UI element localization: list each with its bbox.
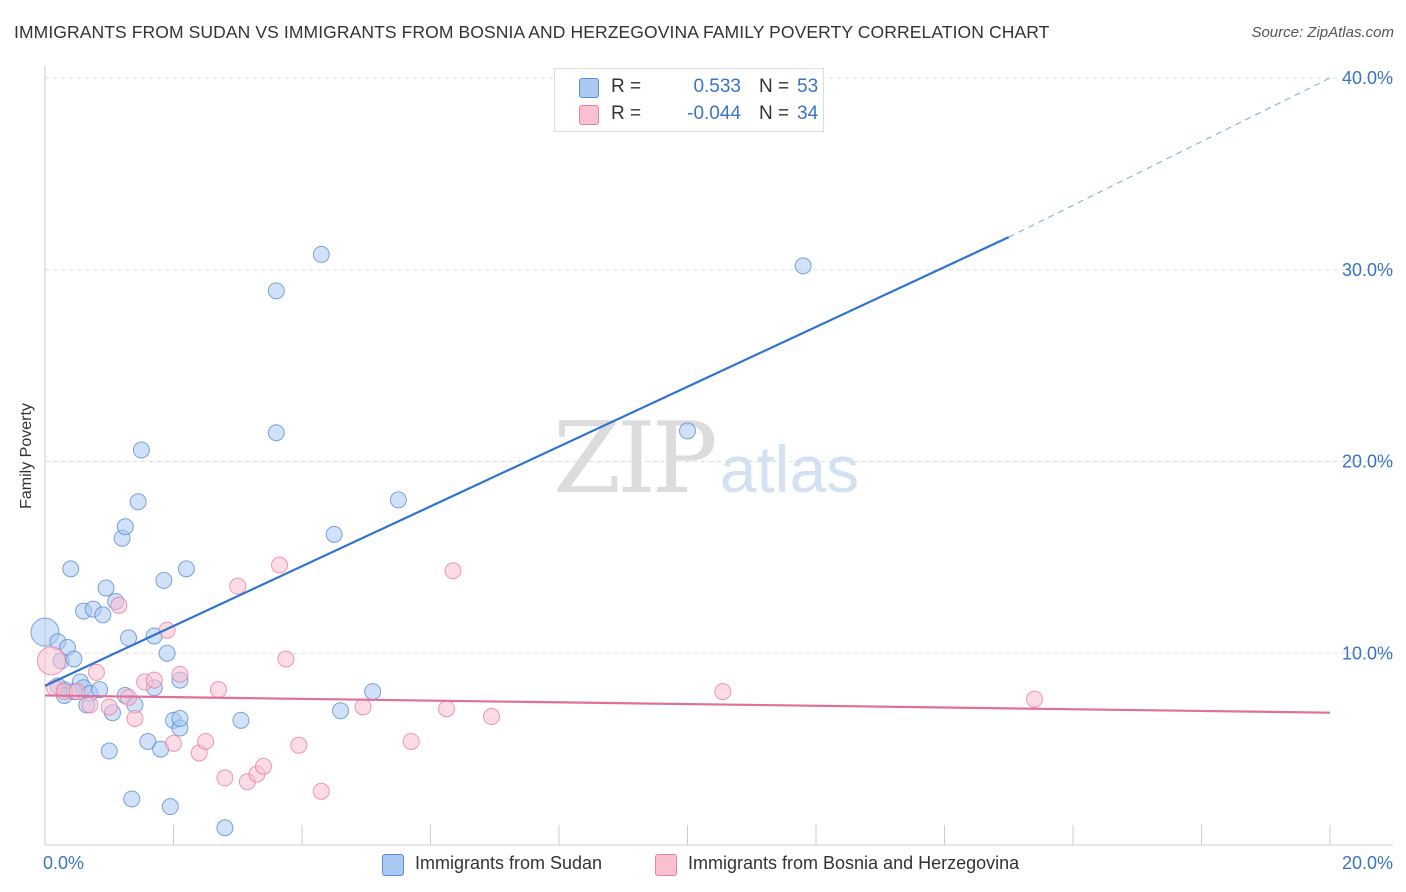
sudan-point (129, 493, 147, 511)
sudan-point (325, 525, 343, 543)
bosnia-point (171, 665, 189, 683)
sudan-point (312, 245, 330, 263)
sudan-point (267, 282, 285, 300)
watermark-atlas: atlas (719, 432, 860, 506)
n-value: 53 (797, 76, 819, 97)
bosnia-point (1025, 690, 1043, 708)
watermark: ZIPatlas (553, 402, 859, 516)
sudan-point (161, 798, 179, 816)
sudan-point (794, 257, 812, 275)
x-tick-label: 0.0% (43, 853, 84, 873)
sudan-point (267, 424, 285, 442)
bosnia-point (483, 708, 501, 726)
legend-swatch-bosnia (655, 854, 677, 876)
bosnia-point (110, 596, 128, 614)
bosnia-point (36, 646, 66, 676)
bosnia-point (81, 696, 99, 714)
bosnia-point (277, 650, 295, 668)
sudan-point (123, 790, 141, 808)
sudan-point (332, 702, 350, 720)
sudan-point (158, 644, 176, 662)
sudan-trend-extension (1008, 77, 1331, 238)
y-tick-label: 20.0% (1342, 452, 1393, 472)
sudan-point (171, 709, 189, 727)
bosnia-point (87, 663, 105, 681)
sudan-point (679, 422, 696, 440)
sudan-point (94, 606, 112, 624)
sudan-point (389, 491, 407, 509)
x-tick-label: 20.0% (1342, 853, 1393, 873)
n-label: N = (759, 103, 790, 124)
sudan-point (132, 441, 150, 459)
bosnia-point (290, 736, 308, 754)
y-tick-label: 10.0% (1342, 643, 1393, 663)
y-tick-label: 40.0% (1342, 68, 1393, 88)
bosnia-point (438, 700, 456, 718)
bosnia-point (402, 732, 420, 750)
sudan-point (116, 518, 134, 536)
bosnia-point (714, 683, 732, 701)
bosnia-point (254, 757, 272, 775)
correlation-legend: R = 0.533 N = 53 R = -0.044 N = 34 (554, 68, 824, 132)
legend-swatch-sudan (579, 78, 599, 98)
series-legend: Immigrants from Sudan Immigrants from Bo… (0, 852, 1406, 878)
bosnia-trend-line (44, 694, 1331, 714)
bosnia-point (444, 562, 462, 580)
bosnia-point (165, 734, 182, 752)
sudan-point (65, 650, 83, 668)
bosnia-point (145, 671, 163, 689)
bosnia-point (229, 577, 247, 595)
bosnia-point (126, 709, 144, 727)
bosnia-point (68, 683, 86, 701)
bosnia-point (158, 621, 176, 639)
sudan-point (232, 711, 250, 729)
n-label: N = (759, 76, 790, 97)
sudan-point (139, 732, 157, 750)
chart-title: IMMIGRANTS FROM SUDAN VS IMMIGRANTS FROM… (14, 22, 1050, 42)
bosnia-point (100, 698, 118, 716)
legend-label-sudan: Immigrants from Sudan (415, 853, 603, 873)
r-label: R = (611, 103, 642, 124)
bosnia-point (197, 732, 215, 750)
sudan-point (216, 819, 234, 837)
bosnia-point (209, 681, 227, 699)
source-label: Source: ZipAtlas.com (1251, 24, 1394, 41)
r-value: -0.044 (687, 103, 741, 124)
sudan-point (364, 683, 382, 701)
sudan-point (97, 579, 115, 597)
sudan-trend-line (44, 236, 1010, 687)
sudan-point (100, 742, 118, 760)
n-value: 34 (797, 103, 819, 124)
legend-swatch-bosnia (579, 105, 599, 125)
bosnia-point (312, 782, 330, 800)
bosnia-point (271, 556, 289, 574)
r-value: 0.533 (693, 76, 741, 97)
sudan-point (155, 571, 173, 589)
r-label: R = (611, 76, 642, 97)
legend-label-bosnia: Immigrants from Bosnia and Herzegovina (688, 853, 1020, 873)
bosnia-point (216, 769, 234, 787)
watermark-zip: ZIP (553, 402, 718, 516)
sudan-point (91, 681, 109, 699)
legend-swatch-sudan (382, 854, 404, 876)
bosnia-point (354, 698, 372, 716)
sudan-point (177, 560, 195, 578)
sudan-point (62, 560, 80, 578)
y-tick-label: 30.0% (1342, 260, 1393, 280)
